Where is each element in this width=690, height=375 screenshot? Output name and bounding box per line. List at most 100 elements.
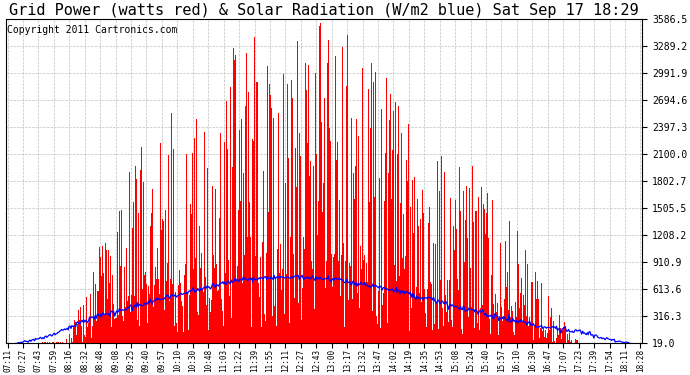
Bar bbox=[364, 255, 365, 345]
Bar bbox=[49, 342, 50, 345]
Bar bbox=[132, 228, 133, 345]
Bar bbox=[529, 317, 530, 345]
Bar bbox=[469, 188, 471, 345]
Bar bbox=[402, 258, 403, 345]
Bar bbox=[352, 299, 353, 345]
Bar bbox=[239, 130, 240, 345]
Bar bbox=[144, 275, 145, 345]
Bar bbox=[241, 119, 242, 345]
Bar bbox=[203, 292, 204, 345]
Bar bbox=[326, 261, 327, 345]
Bar bbox=[59, 343, 60, 345]
Bar bbox=[226, 101, 227, 345]
Bar bbox=[505, 241, 506, 345]
Bar bbox=[221, 299, 222, 345]
Bar bbox=[388, 173, 389, 345]
Bar bbox=[516, 316, 517, 345]
Bar bbox=[556, 338, 557, 345]
Bar bbox=[188, 330, 189, 345]
Bar bbox=[375, 72, 376, 345]
Bar bbox=[222, 312, 224, 345]
Bar bbox=[38, 344, 39, 345]
Bar bbox=[48, 344, 49, 345]
Bar bbox=[582, 344, 583, 345]
Bar bbox=[242, 283, 243, 345]
Bar bbox=[152, 189, 153, 345]
Bar bbox=[208, 330, 209, 345]
Bar bbox=[338, 261, 339, 345]
Bar bbox=[477, 197, 479, 345]
Bar bbox=[97, 320, 99, 345]
Bar bbox=[349, 263, 350, 345]
Bar bbox=[64, 343, 65, 345]
Bar bbox=[331, 254, 333, 345]
Bar bbox=[560, 328, 561, 345]
Bar bbox=[112, 274, 113, 345]
Bar bbox=[44, 342, 46, 345]
Bar bbox=[431, 284, 432, 345]
Bar bbox=[285, 183, 286, 345]
Bar bbox=[406, 160, 407, 345]
Bar bbox=[129, 172, 130, 345]
Bar bbox=[87, 327, 88, 345]
Bar bbox=[446, 312, 447, 345]
Bar bbox=[198, 315, 199, 345]
Bar bbox=[33, 343, 34, 345]
Bar bbox=[449, 280, 450, 345]
Bar bbox=[21, 344, 22, 345]
Bar bbox=[404, 269, 405, 345]
Bar bbox=[62, 342, 63, 345]
Bar bbox=[117, 232, 118, 345]
Bar bbox=[572, 343, 573, 345]
Bar bbox=[197, 312, 198, 345]
Bar bbox=[383, 293, 384, 345]
Bar bbox=[177, 285, 179, 345]
Bar bbox=[115, 318, 116, 345]
Bar bbox=[325, 288, 326, 345]
Bar bbox=[70, 343, 72, 345]
Bar bbox=[146, 284, 147, 345]
Bar bbox=[307, 143, 308, 345]
Bar bbox=[513, 333, 514, 345]
Bar bbox=[419, 294, 420, 345]
Bar bbox=[257, 82, 258, 345]
Bar bbox=[335, 56, 336, 345]
Bar bbox=[238, 210, 239, 345]
Bar bbox=[50, 343, 51, 345]
Bar bbox=[562, 328, 564, 345]
Bar bbox=[271, 108, 272, 345]
Bar bbox=[100, 257, 101, 345]
Bar bbox=[46, 344, 47, 345]
Bar bbox=[496, 312, 497, 345]
Bar bbox=[224, 142, 225, 345]
Bar bbox=[501, 307, 502, 345]
Bar bbox=[244, 255, 245, 345]
Bar bbox=[413, 233, 415, 345]
Bar bbox=[28, 343, 30, 345]
Bar bbox=[106, 250, 107, 345]
Bar bbox=[447, 280, 448, 345]
Bar bbox=[73, 326, 75, 345]
Bar bbox=[213, 255, 214, 345]
Bar bbox=[472, 166, 473, 345]
Bar bbox=[176, 323, 177, 345]
Bar bbox=[474, 328, 475, 345]
Bar bbox=[321, 122, 322, 345]
Bar bbox=[460, 210, 461, 345]
Bar bbox=[25, 344, 26, 345]
Bar bbox=[500, 243, 501, 345]
Bar bbox=[165, 210, 166, 345]
Bar bbox=[243, 173, 244, 345]
Bar bbox=[512, 311, 513, 345]
Bar bbox=[314, 309, 315, 345]
Bar bbox=[281, 290, 282, 345]
Bar bbox=[429, 207, 431, 345]
Bar bbox=[119, 211, 120, 345]
Bar bbox=[421, 302, 422, 345]
Bar bbox=[320, 24, 321, 345]
Bar bbox=[541, 284, 542, 345]
Bar bbox=[341, 255, 342, 345]
Bar bbox=[200, 268, 201, 345]
Bar bbox=[506, 272, 508, 345]
Bar bbox=[564, 322, 565, 345]
